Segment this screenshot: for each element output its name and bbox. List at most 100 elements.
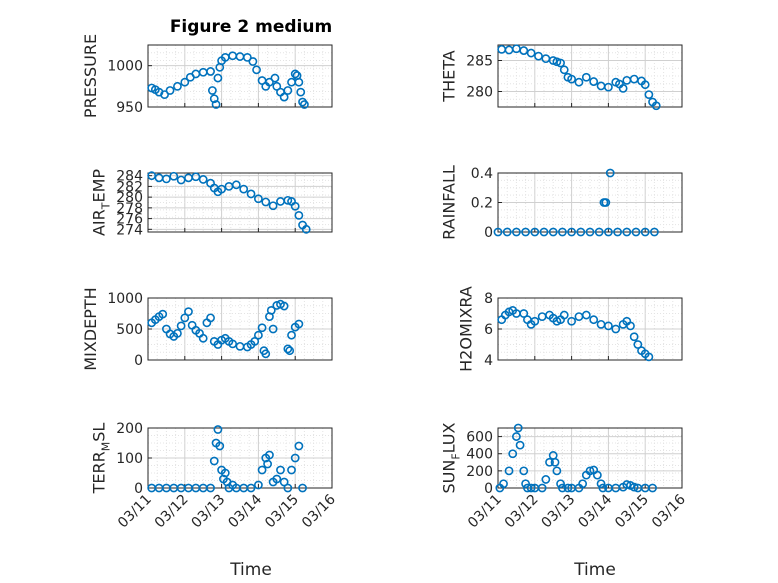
ytick-label: 0.4 <box>471 166 493 182</box>
ytick-label: 0 <box>484 225 493 241</box>
ytick-label: 600 <box>466 430 493 446</box>
series-terr_msl <box>147 425 307 493</box>
data-point <box>287 330 296 340</box>
y-axis-label-theta: THETA <box>440 50 459 102</box>
data-point <box>276 197 285 206</box>
data-point <box>213 73 223 83</box>
data-point <box>581 310 591 320</box>
y-axis-label-pressure: PRESSURE <box>81 34 100 118</box>
xtick-label: 03/16 <box>649 491 689 531</box>
data-point <box>207 86 217 95</box>
data-point <box>604 82 613 92</box>
ytick-label: 1000 <box>107 59 143 75</box>
data-point <box>294 77 304 87</box>
y-axis-label-mixdepth: MIXDEPTH <box>81 287 100 370</box>
data-point <box>296 87 306 97</box>
ytick-label: 280 <box>116 190 143 206</box>
ytick-label: 200 <box>466 464 493 480</box>
y-axis-label-terr_msl: TERRMSL <box>90 423 113 495</box>
y-axis-label-air_temp: AIRTEMP <box>90 169 113 236</box>
data-point <box>581 72 591 82</box>
data-point <box>513 423 523 433</box>
xtick-label: 03/14 <box>575 491 615 531</box>
data-point <box>283 344 293 354</box>
ytick-label: 200 <box>116 421 143 437</box>
data-point <box>567 227 576 237</box>
data-point <box>537 312 547 321</box>
panel-mixdepth: 0 500 1000 MIXDEPTH <box>81 287 333 371</box>
data-point <box>576 227 586 237</box>
data-point <box>206 483 215 493</box>
data-point <box>198 175 208 184</box>
data-point <box>169 171 179 181</box>
grid-rainfall <box>497 172 683 233</box>
xtick-label: 03/11 <box>465 492 505 532</box>
data-point <box>512 432 521 441</box>
data-point <box>298 483 307 493</box>
data-point <box>567 316 576 326</box>
data-point <box>567 74 576 84</box>
data-point <box>242 53 252 62</box>
y-axis-label-main: H2OMIXRA <box>457 286 476 372</box>
y-axis-label-main: RAINFALL <box>440 165 459 240</box>
data-point <box>198 333 208 343</box>
data-point <box>276 465 285 475</box>
data-point <box>622 227 632 237</box>
data-point <box>526 48 536 58</box>
data-point <box>633 340 643 349</box>
data-point <box>279 92 289 102</box>
data-point <box>252 65 261 75</box>
data-point <box>541 54 551 64</box>
y-axis-label-main: SUN <box>440 460 459 494</box>
data-point <box>246 189 256 199</box>
ytick-label: 500 <box>116 322 143 338</box>
data-point <box>173 328 182 338</box>
data-point <box>180 313 190 323</box>
data-point <box>629 332 639 342</box>
data-point <box>640 227 650 237</box>
ytick-label: 400 <box>466 447 493 463</box>
data-point <box>213 425 223 434</box>
data-point <box>261 349 271 359</box>
xtick-label: 03/13 <box>189 492 229 532</box>
xtick-label: 03/15 <box>262 492 302 532</box>
data-point <box>574 77 584 87</box>
data-point <box>294 441 304 451</box>
data-point <box>294 210 304 220</box>
data-point <box>502 227 512 237</box>
data-point <box>648 483 657 493</box>
data-point <box>589 77 599 86</box>
series-pressure <box>147 51 309 109</box>
y-axis-label-subscript: M <box>100 442 113 452</box>
series-h2omixra <box>497 305 654 362</box>
grid-air_temp <box>147 172 333 233</box>
data-point <box>290 453 300 463</box>
data-point <box>526 483 536 493</box>
data-point <box>215 441 225 451</box>
data-point <box>622 480 632 489</box>
x-axis-label-right: Time <box>573 560 616 580</box>
data-point <box>290 201 300 211</box>
xtick-label: 03/16 <box>299 491 339 531</box>
panel-pressure: 950 1000 PRESSURE <box>81 34 333 118</box>
data-point <box>268 201 278 211</box>
xtick-label: 03/15 <box>612 492 652 532</box>
y-axis-label-subscript: T <box>100 202 113 210</box>
y-axis-label-sun_flux: SUNFLUX <box>440 422 463 493</box>
ytick-label: 276 <box>116 212 143 228</box>
y-axis-label-suffix: SL <box>90 423 109 442</box>
xtick-label: 03/13 <box>539 492 579 532</box>
ytick-label: 6 <box>484 322 493 338</box>
xtick-label: 03/12 <box>502 492 542 532</box>
data-point <box>644 352 654 362</box>
ytick-label: 0 <box>484 481 493 497</box>
ytick-label: 284 <box>116 169 143 185</box>
data-point <box>563 483 573 493</box>
data-point <box>545 457 554 467</box>
data-point <box>283 483 293 493</box>
data-point <box>270 73 280 83</box>
data-point <box>541 475 551 484</box>
data-point <box>253 194 263 204</box>
data-point <box>515 440 525 450</box>
